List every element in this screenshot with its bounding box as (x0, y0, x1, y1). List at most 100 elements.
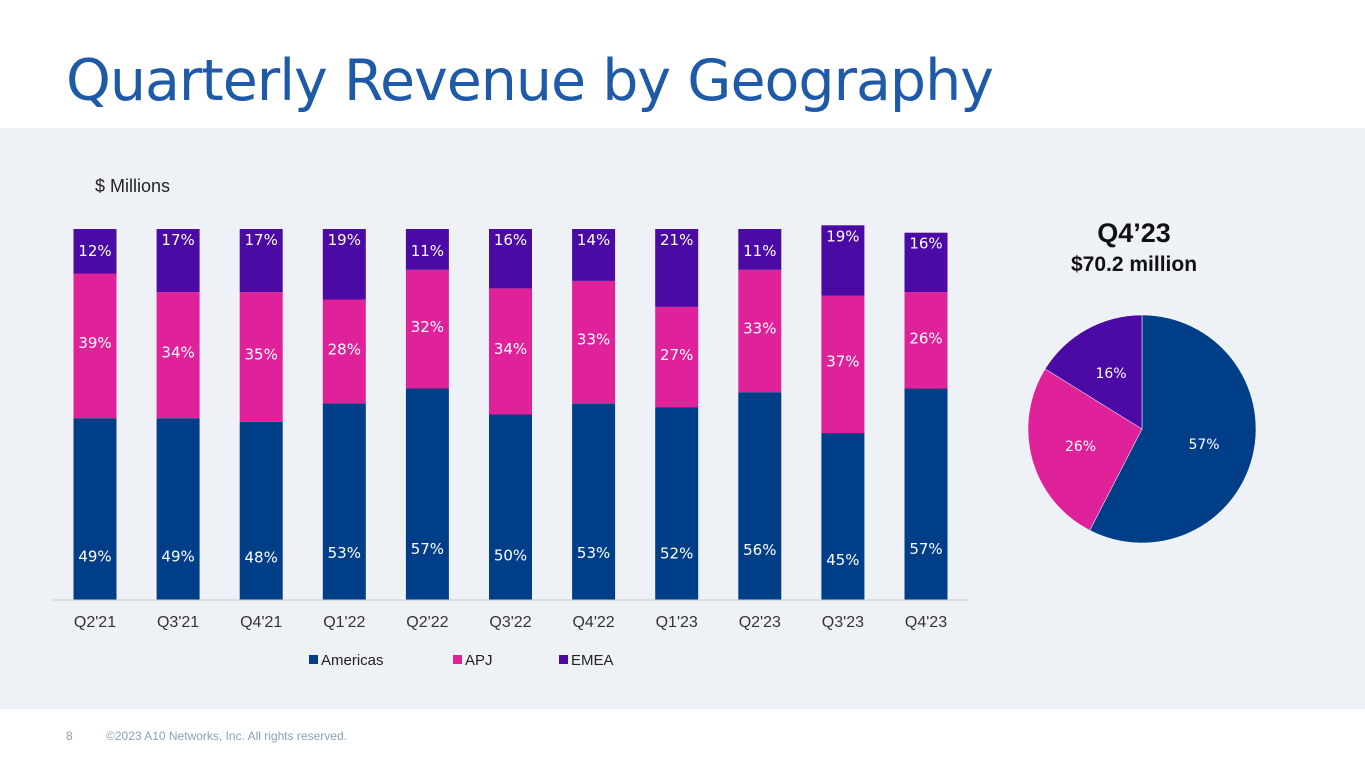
page-number: 8 (66, 729, 73, 743)
pie-slice-americas (1089, 314, 1257, 544)
pie-title: Q4’23 (1097, 218, 1171, 248)
bar-apj-Q322 (489, 288, 532, 415)
pie-slice-emea (1044, 314, 1143, 430)
x-axis-ticks: Q2'21 Q3'21 Q4'21 Q1'22 Q2'22 Q3'22 Q4'22 Q1'23… (74, 614, 947, 631)
bar-americas-Q123 (655, 407, 699, 600)
bar-label-americas-Q221: 49% (78, 547, 111, 565)
bar-apj-Q323 (821, 295, 865, 434)
x-tick-Q321: Q3'21 (157, 614, 199, 631)
bar-label-apj-Q422: 33% (577, 331, 610, 349)
bar-americas-Q421 (239, 421, 283, 600)
bar-apj-Q221 (73, 273, 117, 419)
bar-label-americas-Q222: 57% (411, 540, 444, 558)
bar-label-americas-Q321: 49% (161, 547, 194, 565)
bar-label-apj-Q421: 35% (245, 345, 278, 363)
bar-label-emea-Q123: 21% (660, 231, 693, 249)
bar-label-americas-Q223: 56% (743, 541, 776, 559)
legend-swatch-americas (309, 655, 318, 664)
bar-label-emea-Q223: 11% (743, 242, 776, 260)
x-tick-Q322: Q3'22 (489, 614, 531, 631)
legend-label-apj[interactable]: APJ (465, 652, 493, 669)
x-tick-Q423: Q4'23 (905, 614, 947, 631)
x-tick-Q223: Q2'23 (739, 614, 781, 631)
bar-label-emea-Q323: 19% (826, 227, 859, 245)
pie-subtitle: $70.2 million (1071, 253, 1197, 276)
bar-label-emea-Q222: 11% (411, 242, 444, 260)
bar-apj-Q321 (156, 292, 200, 419)
bar-americas-Q222 (405, 388, 449, 600)
bar-label-emea-Q421: 17% (245, 231, 278, 249)
bar-label-apj-Q323: 37% (826, 353, 859, 371)
bar-label-apj-Q221: 39% (78, 334, 111, 352)
bar-label-apj-Q223: 33% (743, 320, 776, 338)
x-tick-Q221: Q2'21 (74, 614, 116, 631)
bar-emea-Q223 (738, 229, 782, 270)
bar-americas-Q323 (821, 433, 865, 600)
bar-label-americas-Q421: 48% (245, 548, 278, 566)
bar-label-americas-Q122: 53% (328, 544, 361, 562)
bar-label-apj-Q322: 34% (494, 340, 527, 358)
bar-emea-Q321 (156, 229, 200, 293)
bar-label-americas-Q323: 45% (826, 551, 859, 569)
legend-swatch-apj (453, 655, 462, 664)
bar-americas-Q322 (489, 414, 532, 600)
x-tick-Q422: Q4'22 (572, 614, 614, 631)
bar-label-americas-Q123: 52% (660, 545, 693, 563)
bar-emea-Q423 (904, 232, 948, 293)
bar-apj-Q421 (239, 292, 283, 422)
bar-americas-Q223 (738, 392, 782, 600)
bar-label-emea-Q122: 19% (328, 231, 361, 249)
bar-apj-Q422 (572, 280, 616, 404)
bar-apj-Q222 (405, 269, 449, 389)
bar-americas-Q221 (73, 418, 117, 600)
bar-emea-Q222 (405, 229, 449, 270)
bar-label-emea-Q423: 16% (909, 235, 942, 253)
bar-americas-Q122 (322, 403, 366, 600)
bar-emea-Q322 (489, 229, 532, 289)
bar-emea-Q122 (322, 229, 366, 300)
copyright: ©2023 A10 Networks, Inc. All rights rese… (106, 729, 347, 743)
pie-slice-apj (1027, 368, 1143, 531)
x-tick-Q421: Q4'21 (240, 614, 282, 631)
legend-label-americas[interactable]: Americas (321, 652, 384, 669)
bar-emea-Q323 (821, 225, 865, 296)
pie-chart: 57% 26% 16% (1027, 314, 1257, 544)
bar-emea-Q221 (73, 229, 117, 274)
stacked-bar-chart: 49% 39% 12% 49% 34% 17% 48% 35% 17% 53% 28% 19% 57% 3… (73, 225, 948, 600)
x-tick-Q122: Q1'22 (323, 614, 365, 631)
pie-label-americas: 57% (1188, 437, 1219, 453)
bar-label-emea-Q422: 14% (577, 231, 610, 249)
bar-emea-Q123 (655, 229, 699, 307)
bar-label-emea-Q322: 16% (494, 231, 527, 249)
bar-emea-Q421 (239, 229, 283, 293)
bar-label-apj-Q321: 34% (161, 344, 194, 362)
page-title: Quarterly Revenue by Geography (66, 48, 994, 114)
legend-label-emea[interactable]: EMEA (571, 652, 614, 669)
x-tick-Q123: Q1'23 (656, 614, 698, 631)
bar-apj-Q223 (738, 269, 782, 393)
bar-americas-Q321 (156, 418, 200, 600)
x-tick-Q323: Q3'23 (822, 614, 864, 631)
bar-label-apj-Q123: 27% (660, 346, 693, 364)
pie-label-emea: 16% (1095, 366, 1126, 382)
bar-label-americas-Q422: 53% (577, 544, 610, 562)
bar-apj-Q423 (904, 292, 948, 389)
unit-label: $ Millions (95, 176, 170, 196)
bar-label-emea-Q221: 12% (78, 242, 111, 260)
bar-label-americas-Q423: 57% (909, 540, 942, 558)
bar-label-apj-Q222: 32% (411, 318, 444, 336)
bar-emea-Q422 (572, 229, 616, 281)
bar-label-apj-Q423: 26% (909, 329, 942, 347)
bar-apj-Q122 (322, 299, 366, 404)
legend-swatch-emea (559, 655, 568, 664)
bar-apj-Q123 (655, 306, 699, 408)
bar-americas-Q423 (904, 388, 948, 600)
x-tick-Q222: Q2'22 (406, 614, 448, 631)
bar-americas-Q422 (572, 403, 616, 600)
bar-label-emea-Q321: 17% (161, 231, 194, 249)
bar-label-americas-Q322: 50% (494, 547, 527, 565)
legend[interactable]: Americas APJ EMEA (309, 652, 614, 669)
pie-label-apj: 26% (1065, 439, 1096, 455)
bar-label-apj-Q122: 28% (328, 340, 361, 358)
